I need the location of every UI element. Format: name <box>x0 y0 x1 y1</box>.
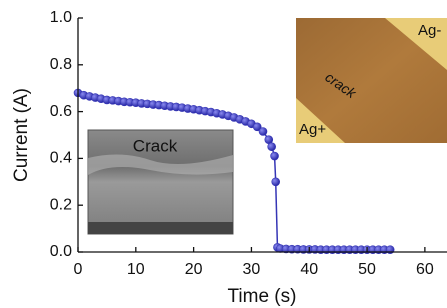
x-tick-label: 0 <box>74 261 83 278</box>
y-tick-label: 0.2 <box>50 196 72 213</box>
y-tick-label: 0.6 <box>50 103 72 120</box>
data-point <box>272 178 280 186</box>
x-axis-label: Time (s) <box>228 286 297 307</box>
y-tick-label: 0.0 <box>50 243 72 260</box>
data-point <box>268 143 276 151</box>
x-tick-label: 50 <box>358 261 376 278</box>
annotation: Ag- <box>418 22 441 39</box>
y-tick-label: 0.4 <box>50 150 72 167</box>
optical-inset: crack Ag- Ag+ <box>296 18 447 143</box>
y-axis-label: Current (A) <box>11 88 32 182</box>
x-tick-label: 10 <box>127 261 145 278</box>
chart: Crack crack Ag- Ag+ 0.0 0.2 0.4 0.6 0.8 1.0 0 1… <box>0 0 447 308</box>
sem-inset: Crack <box>88 130 233 234</box>
y-tick-label: 0.8 <box>50 56 72 73</box>
x-tick-label: 20 <box>185 261 203 278</box>
data-point <box>271 152 279 160</box>
x-tick-label: 60 <box>416 261 434 278</box>
annotation: Ag+ <box>299 121 326 138</box>
data-point <box>259 127 267 135</box>
x-tick-label: 30 <box>243 261 261 278</box>
annotation: Crack <box>133 136 178 155</box>
x-tick-label: 40 <box>300 261 318 278</box>
y-tick-label: 1.0 <box>50 9 72 26</box>
